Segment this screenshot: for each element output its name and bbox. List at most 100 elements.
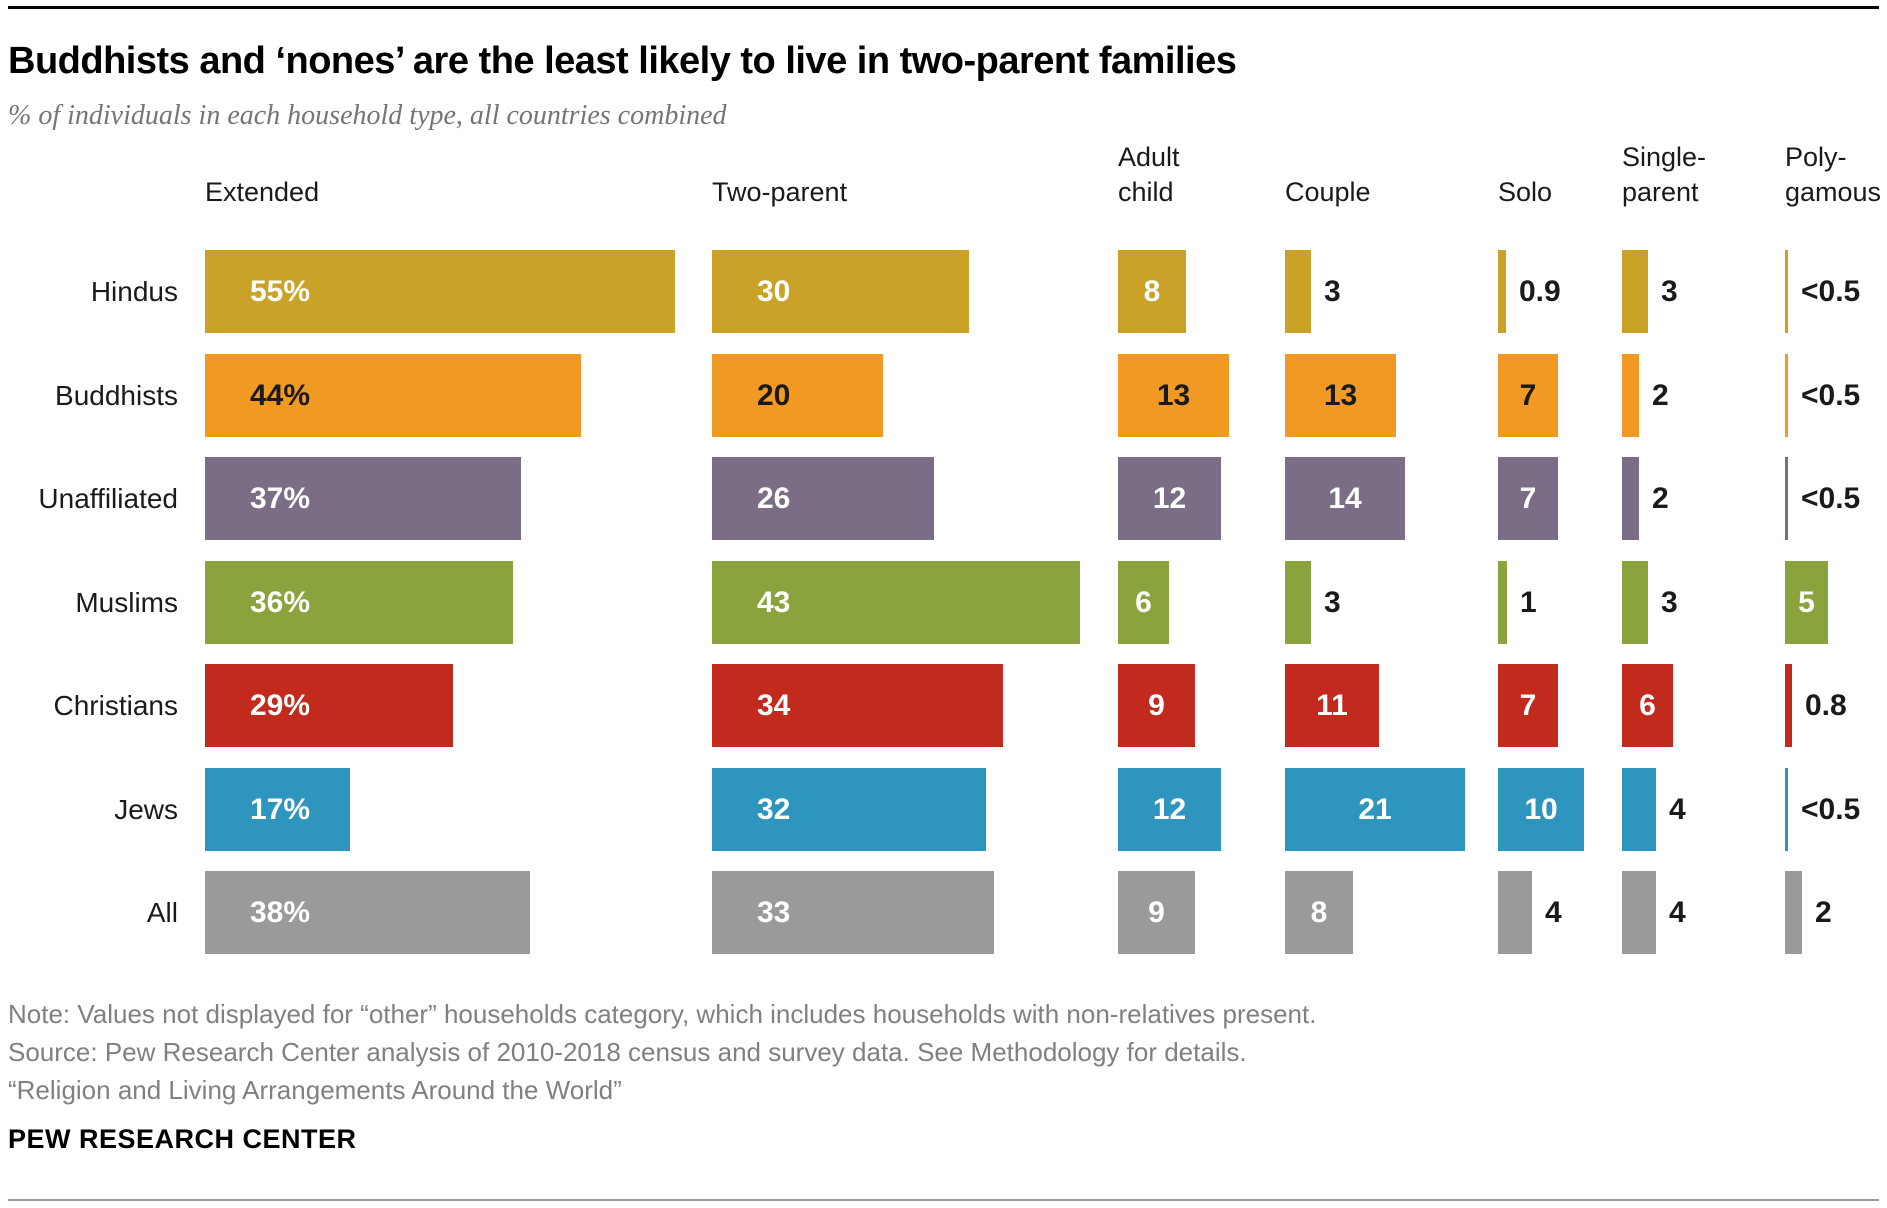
row-label-muslims: Muslims bbox=[75, 586, 178, 618]
column-header-extended: Extended bbox=[205, 177, 320, 207]
bar-unaffiliated-solo bbox=[1498, 457, 1558, 540]
value-label-unaffiliated-polygamous: <0.5 bbox=[1801, 481, 1861, 515]
value-label-buddhists-solo: 7 bbox=[1519, 378, 1537, 412]
value-label-hindus-two_parent: 30 bbox=[757, 274, 791, 308]
bar-christians-solo bbox=[1498, 664, 1558, 747]
bar-unaffiliated-two_parent bbox=[712, 457, 934, 540]
bar-unaffiliated-polygamous bbox=[1785, 457, 1788, 540]
bar-christians-polygamous bbox=[1785, 664, 1792, 747]
value-label-jews-solo: 10 bbox=[1524, 792, 1558, 826]
row-label-all: All bbox=[146, 896, 178, 928]
column-header-solo: Solo bbox=[1498, 177, 1553, 207]
value-label-unaffiliated-two_parent: 26 bbox=[757, 481, 791, 515]
value-label-muslims-couple: 3 bbox=[1324, 585, 1341, 619]
value-label-all-single_parent: 4 bbox=[1669, 895, 1686, 929]
bar-unaffiliated-extended bbox=[205, 457, 521, 540]
bar-hindus-extended bbox=[205, 250, 675, 333]
value-label-christians-polygamous: 0.8 bbox=[1805, 688, 1847, 722]
bar-jews-two_parent bbox=[712, 768, 986, 851]
value-label-all-adult_child: 9 bbox=[1148, 895, 1165, 929]
value-label-buddhists-single_parent: 2 bbox=[1652, 378, 1669, 412]
bar-muslims-adult_child bbox=[1118, 561, 1169, 644]
bar-buddhists-single_parent bbox=[1622, 354, 1639, 437]
bar-all-polygamous bbox=[1785, 871, 1802, 954]
bar-jews-extended bbox=[205, 768, 350, 851]
bar-all-two_parent bbox=[712, 871, 994, 954]
value-label-christians-adult_child: 9 bbox=[1148, 688, 1165, 722]
bar-muslims-solo bbox=[1498, 561, 1507, 644]
column-header-two_parent: Two-parent bbox=[712, 177, 848, 207]
value-label-all-solo: 4 bbox=[1545, 895, 1562, 929]
value-label-buddhists-two_parent: 20 bbox=[757, 378, 791, 412]
value-label-buddhists-polygamous: <0.5 bbox=[1801, 378, 1861, 412]
value-label-muslims-polygamous: 5 bbox=[1798, 585, 1815, 619]
bar-hindus-single_parent bbox=[1622, 250, 1648, 333]
row-label-unaffiliated: Unaffiliated bbox=[38, 482, 178, 514]
value-label-unaffiliated-adult_child: 12 bbox=[1152, 481, 1187, 515]
bar-jews-polygamous bbox=[1785, 768, 1788, 851]
column-header-polygamous: Poly- gamous bbox=[1785, 142, 1882, 207]
bar-hindus-adult_child bbox=[1118, 250, 1186, 333]
bar-all-extended bbox=[205, 871, 530, 954]
value-label-all-couple: 8 bbox=[1310, 895, 1328, 929]
row-label-buddhists: Buddhists bbox=[55, 379, 178, 411]
chart-title: Buddhists and ‘nones’ are the least like… bbox=[8, 40, 1237, 82]
bar-jews-solo bbox=[1498, 768, 1584, 851]
value-label-unaffiliated-solo: 7 bbox=[1519, 481, 1537, 515]
top-divider bbox=[8, 6, 1879, 9]
value-label-all-polygamous: 2 bbox=[1815, 895, 1832, 929]
bar-christians-extended bbox=[205, 664, 453, 747]
bar-unaffiliated-adult_child bbox=[1118, 457, 1221, 540]
row-label-hindus: Hindus bbox=[90, 275, 178, 307]
column-header-single_parent: Single- parent bbox=[1622, 142, 1707, 207]
bar-buddhists-adult_child bbox=[1118, 354, 1229, 437]
report-title-line: “Religion and Living Arrangements Around… bbox=[8, 1075, 622, 1105]
bar-muslims-polygamous bbox=[1785, 561, 1828, 644]
bar-buddhists-extended bbox=[205, 354, 581, 437]
value-label-hindus-couple: 3 bbox=[1324, 274, 1341, 308]
bar-muslims-two_parent bbox=[712, 561, 1080, 644]
value-label-unaffiliated-couple: 14 bbox=[1328, 481, 1362, 515]
value-label-muslims-two_parent: 43 bbox=[757, 585, 791, 619]
bar-christians-single_parent bbox=[1622, 664, 1673, 747]
bar-unaffiliated-couple bbox=[1285, 457, 1405, 540]
bar-muslims-extended bbox=[205, 561, 513, 644]
value-label-christians-single_parent: 6 bbox=[1639, 688, 1656, 722]
bottom-divider bbox=[8, 1199, 1879, 1201]
bar-christians-two_parent bbox=[712, 664, 1003, 747]
value-label-hindus-polygamous: <0.5 bbox=[1801, 274, 1861, 308]
value-label-unaffiliated-extended: 37% bbox=[250, 481, 311, 515]
bar-hindus-two_parent bbox=[712, 250, 969, 333]
value-label-all-two_parent: 33 bbox=[757, 895, 791, 929]
value-label-hindus-solo: 0.9 bbox=[1519, 274, 1561, 308]
value-label-buddhists-extended: 44% bbox=[250, 378, 311, 412]
bar-all-single_parent bbox=[1622, 871, 1656, 954]
row-label-jews: Jews bbox=[114, 793, 178, 825]
column-header-couple: Couple bbox=[1285, 177, 1371, 207]
value-label-jews-extended: 17% bbox=[250, 792, 311, 826]
bar-buddhists-two_parent bbox=[712, 354, 883, 437]
value-label-all-extended: 38% bbox=[250, 895, 311, 929]
value-label-christians-couple: 11 bbox=[1316, 688, 1348, 722]
bar-buddhists-couple bbox=[1285, 354, 1396, 437]
bar-buddhists-solo bbox=[1498, 354, 1558, 437]
column-header-adult_child: Adult child bbox=[1118, 142, 1180, 207]
value-label-muslims-solo: 1 bbox=[1520, 585, 1537, 619]
value-label-christians-solo: 7 bbox=[1519, 688, 1537, 722]
value-label-christians-extended: 29% bbox=[250, 688, 311, 722]
bar-jews-single_parent bbox=[1622, 768, 1656, 851]
bar-hindus-solo bbox=[1498, 250, 1506, 333]
bar-unaffiliated-single_parent bbox=[1622, 457, 1639, 540]
bar-hindus-couple bbox=[1285, 250, 1311, 333]
bar-all-solo bbox=[1498, 871, 1532, 954]
value-label-buddhists-couple: 13 bbox=[1323, 378, 1358, 412]
value-label-hindus-adult_child: 8 bbox=[1143, 274, 1161, 308]
value-label-christians-two_parent: 34 bbox=[757, 688, 791, 722]
bar-christians-couple bbox=[1285, 664, 1379, 747]
bar-christians-adult_child bbox=[1118, 664, 1195, 747]
bar-muslims-couple bbox=[1285, 561, 1311, 644]
value-label-jews-couple: 21 bbox=[1358, 792, 1392, 826]
bar-jews-couple bbox=[1285, 768, 1465, 851]
chart-subtitle: % of individuals in each household type,… bbox=[8, 100, 727, 131]
